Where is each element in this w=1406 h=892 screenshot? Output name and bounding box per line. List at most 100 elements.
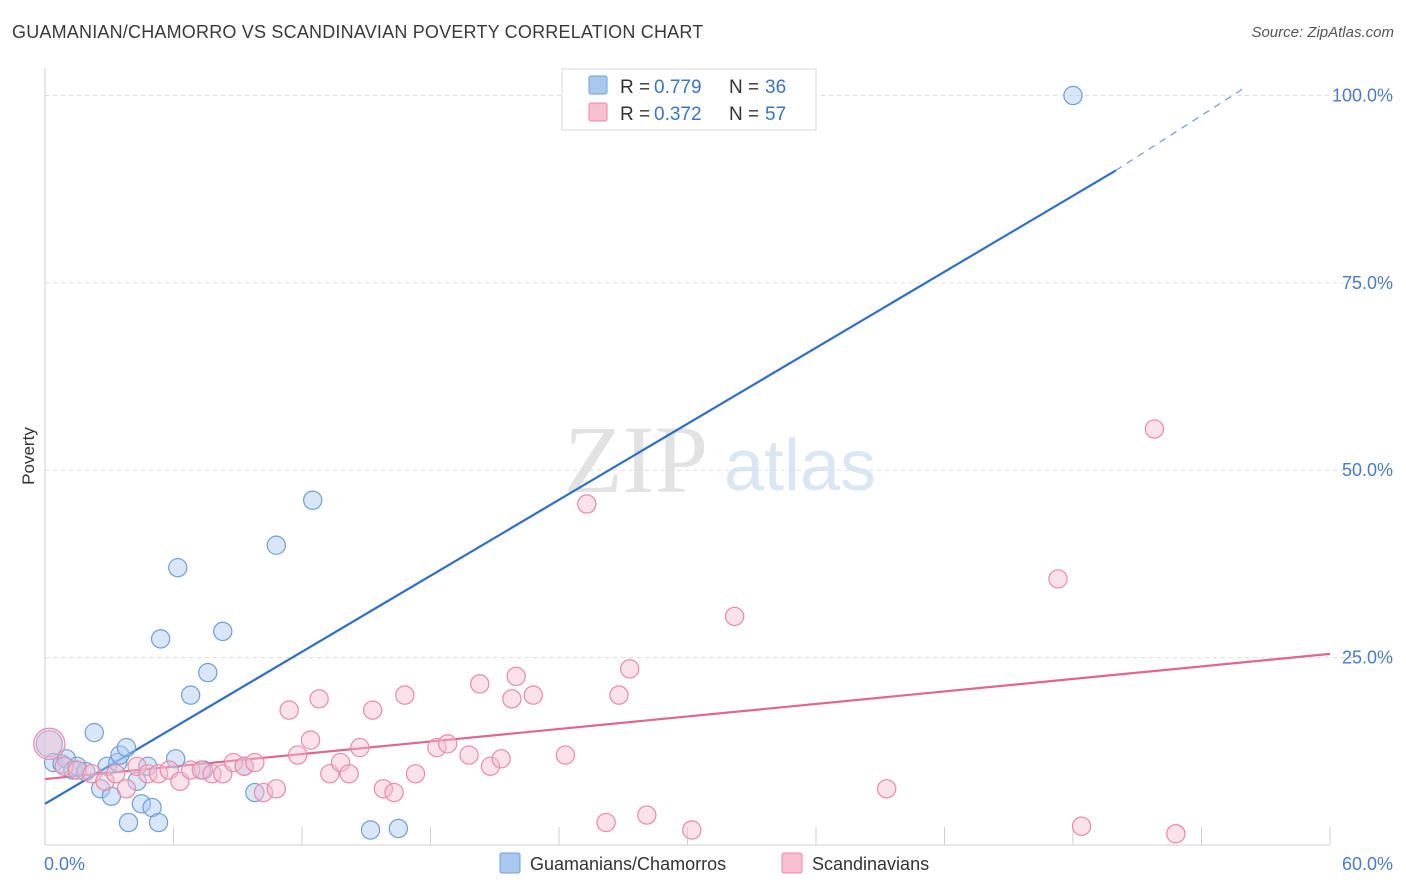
source-credit: Source: ZipAtlas.com	[1251, 24, 1394, 41]
scandinavian-point	[350, 737, 370, 758]
legend-r-label: R =	[620, 104, 650, 125]
scandinavian-point	[245, 752, 265, 773]
scandinavian-trend-line	[44, 652, 1331, 781]
scandinavian-point	[148, 764, 169, 784]
y-tick-label: 25.0%	[1342, 648, 1393, 668]
scandinavian-point	[127, 756, 147, 777]
scandinavian-point	[309, 689, 329, 709]
guamanian-trend-extension	[1115, 87, 1245, 171]
scandinavian-point	[180, 760, 201, 780]
scandinavian-point	[1166, 824, 1186, 844]
guamanian-point	[180, 685, 201, 705]
scandinavian-point	[637, 805, 657, 825]
scandinavian-point	[362, 700, 383, 720]
legend-r-value: 0.779	[654, 77, 702, 98]
scandinavian-point	[373, 779, 394, 799]
scandinavian-point	[300, 730, 321, 750]
scandinavian-point	[234, 756, 254, 777]
guamanian-point	[266, 535, 286, 555]
bottom-legend-label-blue: Guamanians/Chamorros	[530, 854, 726, 874]
scandinavian-point	[67, 760, 87, 780]
scandinavian-point	[266, 779, 286, 799]
legend-r-value: 0.372	[654, 104, 702, 125]
guamanian-point	[1063, 85, 1083, 106]
scandinavian-point	[191, 760, 212, 780]
guamanian-point	[116, 737, 137, 758]
scandinavian-point	[470, 674, 490, 694]
y-axis-title: Poverty	[19, 427, 38, 485]
guamanian-point	[360, 820, 381, 840]
scandinavian-point	[427, 737, 447, 758]
scandinavian-point	[33, 727, 66, 761]
scandinavian-point	[724, 606, 745, 627]
legend-n-label: N =	[729, 77, 759, 98]
scandinavian-point	[480, 756, 501, 777]
grid-lines	[45, 94, 1365, 659]
scandinavian-point	[1048, 569, 1068, 589]
scandinavian-point	[555, 745, 576, 765]
legend-swatch-blue	[588, 75, 608, 95]
scandinavian-point	[95, 771, 115, 791]
guamanian-point	[303, 490, 323, 510]
bottom-legend-swatch-blue	[499, 852, 521, 874]
guamanian-trend-line	[44, 169, 1117, 805]
scandinavian-point	[116, 779, 137, 799]
scandinavian-point	[523, 685, 544, 705]
scandinavian-point	[609, 685, 629, 705]
watermark-atlas: atlas	[724, 426, 876, 506]
legend-box: R = 0.779 N = 36 R = 0.372 N = 57	[561, 68, 817, 131]
scandinavian-point	[619, 659, 640, 679]
scandinavian-point	[384, 782, 404, 803]
guamanian-point	[138, 756, 158, 777]
scandinavian-point	[1071, 816, 1092, 836]
scandinavian-point	[202, 764, 222, 784]
guamanian-point	[213, 621, 233, 642]
bottom-legend: Guamanians/Chamorros Scandinavians	[499, 852, 929, 874]
guamanian-point	[388, 818, 409, 839]
legend-n-label: N =	[729, 104, 759, 125]
legend-n-value: 36	[765, 77, 786, 98]
guamanian-point	[148, 812, 169, 833]
scandinavian-point	[405, 764, 426, 784]
scandinavian-point	[223, 752, 244, 773]
guamanian-point	[110, 745, 130, 765]
guamanian-point	[84, 722, 104, 743]
scandinavian-point	[502, 689, 522, 709]
scatter-points	[33, 85, 1186, 844]
guamanian-point	[150, 629, 171, 649]
scandinavian-point	[1144, 419, 1165, 439]
scandinavian-point	[682, 820, 702, 840]
scandinavian-point	[459, 745, 479, 765]
scandinavian-point	[279, 700, 299, 720]
guamanian-point	[165, 749, 186, 769]
scandinavian-point	[395, 685, 415, 705]
trend-lines	[44, 87, 1331, 805]
legend-n-value: 57	[765, 104, 786, 125]
y-tick-label: 100.0%	[1332, 85, 1393, 105]
x-tick-label: 0.0%	[44, 854, 85, 874]
axes	[44, 68, 1331, 846]
bottom-legend-label-pink: Scandinavians	[812, 854, 929, 874]
guamanian-point	[198, 662, 218, 683]
guamanian-point	[127, 771, 147, 791]
scandinavian-point	[876, 779, 897, 799]
guamanian-point	[168, 557, 188, 578]
y-tick-label: 50.0%	[1342, 460, 1393, 480]
bottom-legend-swatch-pink	[781, 852, 803, 874]
scandinavian-point	[437, 734, 458, 754]
scandinavian-point	[596, 812, 616, 833]
legend-r-label: R =	[620, 77, 650, 98]
scandinavian-point	[54, 756, 74, 777]
tick-labels: 25.0% 50.0% 75.0% 100.0% 0.0% 60.0%	[44, 85, 1393, 874]
scandinavian-point	[253, 782, 274, 803]
scandinavian-point	[491, 749, 511, 769]
scandinavian-point	[577, 494, 597, 514]
scandinavian-point	[506, 666, 526, 687]
legend-swatch-pink	[588, 102, 608, 122]
chart-title: GUAMANIAN/CHAMORRO VS SCANDINAVIAN POVER…	[12, 22, 704, 42]
guamanian-point	[131, 794, 152, 814]
scandinavian-point	[105, 764, 126, 784]
guamanian-point	[35, 730, 63, 758]
guamanian-point	[118, 812, 139, 833]
